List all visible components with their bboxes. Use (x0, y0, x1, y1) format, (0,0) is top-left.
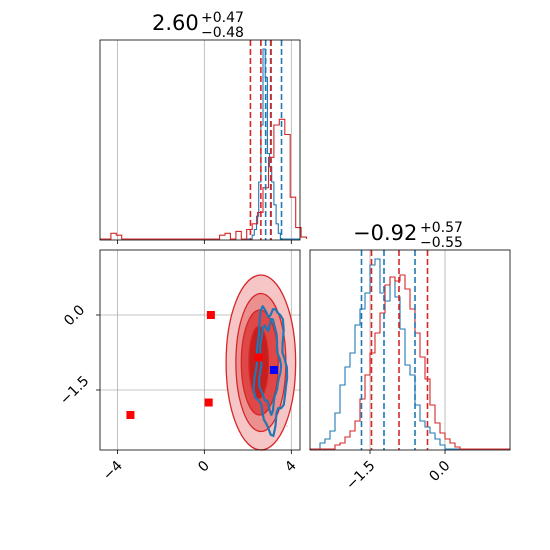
marker-blue (269, 366, 278, 374)
title-2-minus: −0.55 (420, 235, 463, 251)
x-tick-label: −4 (100, 458, 126, 484)
panel-joint: −4 0 4 0.0 −1.5 (57, 249, 301, 484)
marker-red (254, 353, 263, 362)
title-2-plus: +0.57 (420, 220, 463, 236)
hist-series-red (310, 274, 510, 450)
hist-series-blue (310, 258, 510, 450)
marker-red (206, 311, 215, 319)
marker-red (126, 411, 135, 419)
panel-marginal-param-2: −1.5 0.0 (309, 249, 511, 493)
scatter-point (286, 425, 288, 427)
title-1-minus: −0.48 (201, 25, 244, 41)
axes-frame (99, 249, 301, 451)
title-1-plus: +0.47 (201, 10, 244, 26)
axes-frame (99, 39, 301, 241)
contour-blue-level-1 (252, 305, 289, 437)
hist-series-red (100, 118, 308, 240)
hist-series-blue (243, 48, 300, 240)
panel-marginal-param-1 (99, 39, 308, 244)
title-param-1: 2.60 +0.47 −0.48 (152, 10, 244, 41)
y-tick-label: −1.5 (57, 373, 92, 408)
contour-blue-level-2 (257, 317, 283, 416)
x-tick-label: 0 (195, 458, 213, 476)
title-2-value: −0.92 (353, 221, 417, 245)
y-tick-label: 0.0 (61, 302, 88, 329)
axes-frame (309, 249, 511, 451)
title-param-2: −0.92 +0.57 −0.55 (353, 220, 463, 251)
marker-red (204, 398, 213, 407)
x-tick-label: 4 (282, 458, 300, 476)
x-tick-label: −1.5 (343, 458, 378, 493)
x-tick-label: 0.0 (426, 458, 453, 485)
title-1-value: 2.60 (152, 11, 199, 35)
